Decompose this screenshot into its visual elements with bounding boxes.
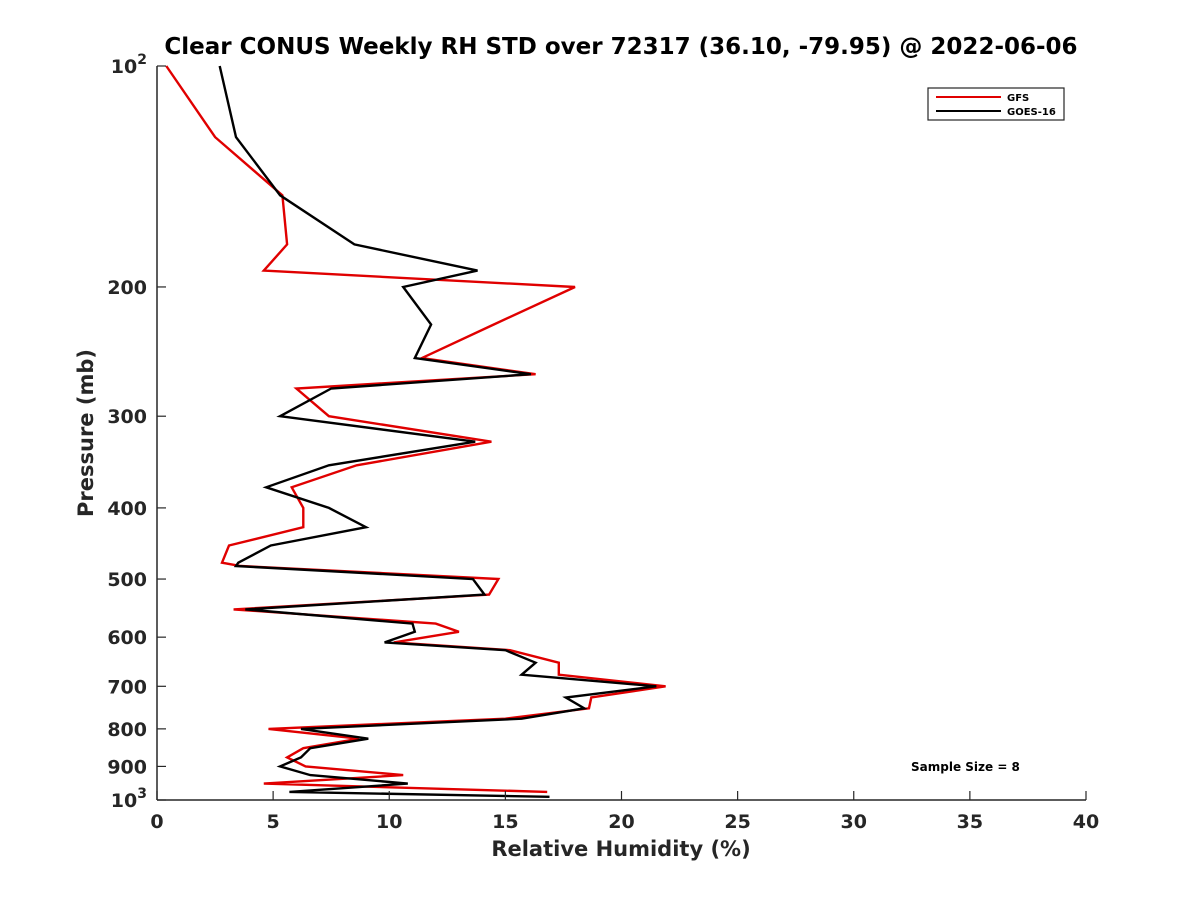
x-tick-label: 0	[150, 811, 163, 833]
series-layer	[165, 65, 666, 798]
x-tick-label: 15	[492, 811, 518, 833]
y-tick-label: 600	[107, 627, 147, 649]
y-axis-title: Pressure (mb)	[74, 349, 98, 517]
y-tick-label: 500	[107, 569, 147, 591]
plot-background	[157, 66, 1086, 800]
y-tick-label: 400	[107, 498, 147, 520]
chart-title: Clear CONUS Weekly RH STD over 72317 (36…	[164, 34, 1077, 60]
series-line-gfs	[165, 65, 666, 794]
x-tick-label: 20	[608, 811, 634, 833]
series-line-goes16	[218, 65, 657, 798]
x-tick-label: 30	[841, 811, 867, 833]
y-tick-label-base: 10	[111, 56, 137, 78]
y-tick-label-exponent: 3	[137, 786, 147, 802]
legend-box	[927, 87, 1065, 121]
y-tick-label: 103	[111, 786, 147, 812]
x-axis-ticks: 0 5 10 15 20 25 30 35 40	[150, 791, 1099, 833]
legend-label-goes16: GOES-16	[1007, 107, 1056, 118]
plot-area: 0 5 10 15 20 25 30 35 40 10220030040050060070080…	[107, 52, 1099, 833]
x-tick-label: 5	[267, 811, 280, 833]
y-tick-label-exponent: 2	[137, 52, 147, 68]
legend-label-gfs: GFS	[1007, 93, 1029, 104]
y-tick-label: 900	[107, 756, 147, 778]
x-tick-label: 10	[376, 811, 402, 833]
sample-size-annotation: Sample Size = 8	[911, 760, 1020, 774]
y-tick-label: 200	[107, 277, 147, 299]
x-axis-title: Relative Humidity (%)	[491, 837, 750, 861]
x-tick-label: 35	[957, 811, 983, 833]
y-tick-label: 300	[107, 406, 147, 428]
x-tick-label: 40	[1073, 811, 1099, 833]
x-tick-label: 25	[724, 811, 750, 833]
y-tick-label: 700	[107, 676, 147, 698]
y-tick-label-base: 10	[111, 790, 137, 812]
y-tick-label: 800	[107, 719, 147, 741]
y-tick-label: 102	[111, 52, 147, 78]
legend: GFS GOES-16	[927, 87, 1065, 121]
